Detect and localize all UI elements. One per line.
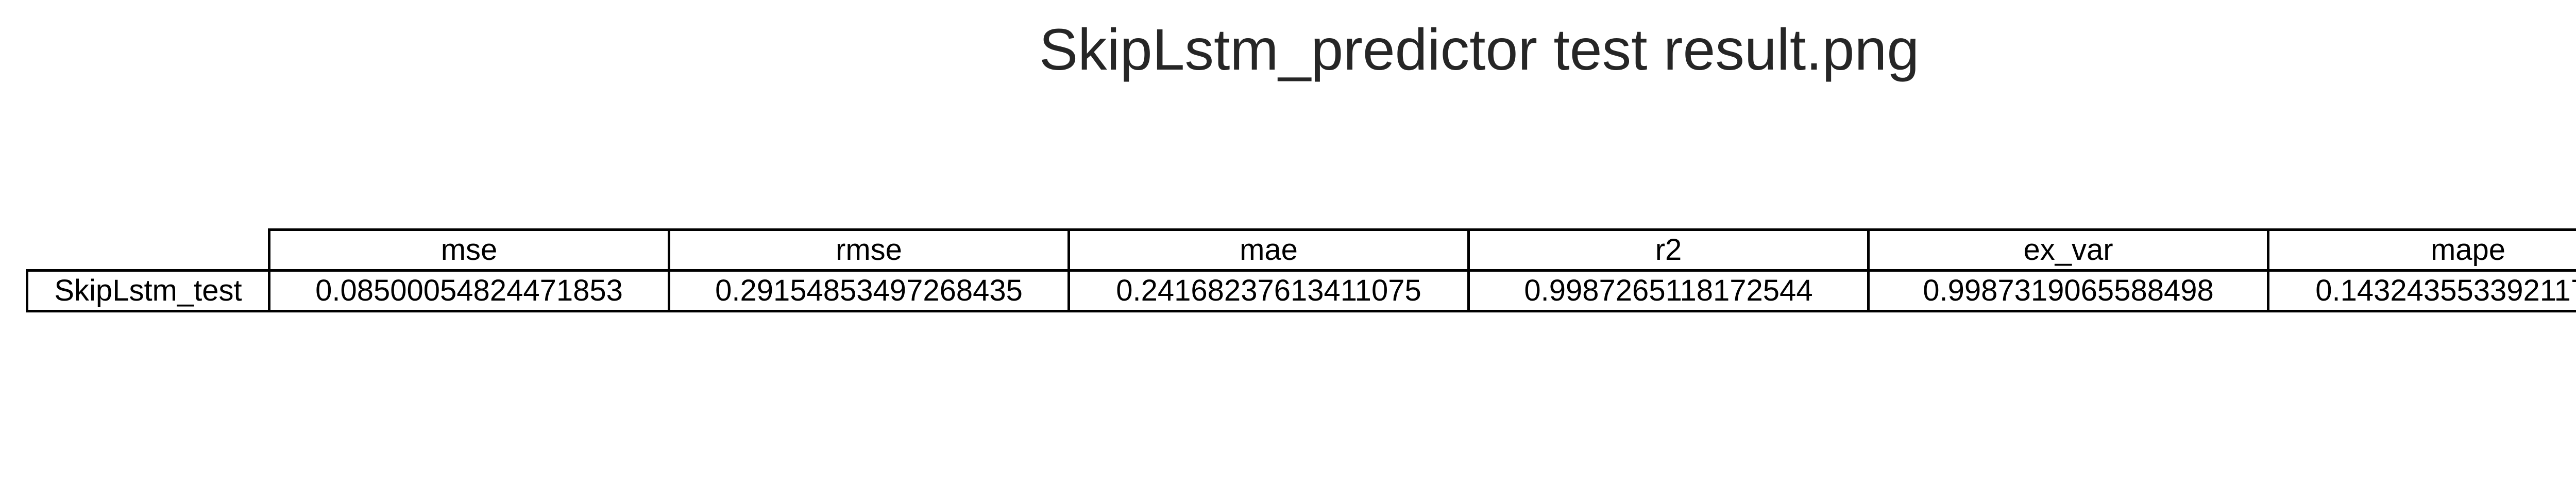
results-table: mse rmse mae r2 ex_var mape SkipLstm_tes… (26, 228, 2576, 312)
row-label: SkipLstm_test (26, 269, 270, 312)
cell-mae: 0.24168237613411075 (1067, 269, 1470, 312)
cell-mape: 0.14324355339211706 (2267, 269, 2576, 312)
cell-rmse: 0.29154853497268435 (668, 269, 1070, 312)
column-header-mse: mse (268, 228, 670, 272)
column-header-r2: r2 (1467, 228, 1870, 272)
table-row: SkipLstm_test 0.08500054824471853 0.2915… (26, 269, 2576, 312)
header-row: mse rmse mae r2 ex_var mape (27, 228, 2576, 272)
column-header-mae: mae (1067, 228, 1470, 272)
corner-cell (27, 229, 270, 272)
column-header-mape: mape (2267, 228, 2576, 272)
cell-mse: 0.08500054824471853 (268, 269, 670, 312)
column-header-ex-var: ex_var (1867, 228, 2269, 272)
chart-title: SkipLstm_predictor test result.png (1039, 17, 1920, 82)
column-header-rmse: rmse (668, 228, 1070, 272)
cell-r2: 0.9987265118172544 (1467, 269, 1870, 312)
cell-ex-var: 0.9987319065588498 (1867, 269, 2269, 312)
